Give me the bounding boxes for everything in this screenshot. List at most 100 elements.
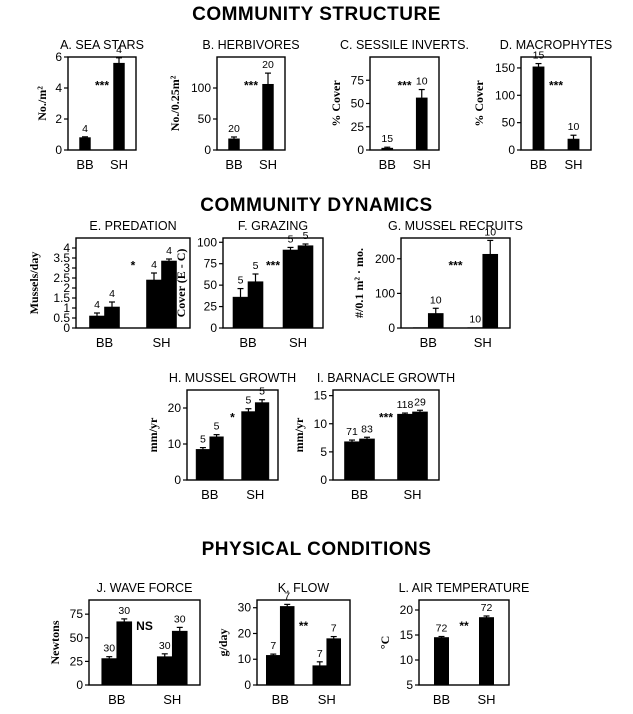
panel-e: E. PREDATION00.511.522.533.54Mussels/day… bbox=[27, 219, 191, 350]
category-label: SH bbox=[259, 157, 277, 172]
y-tick-label: 4 bbox=[63, 241, 70, 255]
y-tick-label: 100 bbox=[375, 286, 395, 300]
sample-size-label: 72 bbox=[481, 602, 493, 614]
y-tick-label: 10 bbox=[168, 437, 182, 451]
y-tick-label: 20 bbox=[168, 401, 182, 415]
y-tick-label: 0 bbox=[55, 143, 62, 157]
bar bbox=[209, 436, 224, 481]
significance-marker: * bbox=[131, 259, 136, 273]
bar bbox=[567, 138, 580, 151]
panel-title: C. SESSILE INVERTS. bbox=[340, 38, 469, 52]
sample-size-label: 30 bbox=[174, 613, 186, 625]
sample-size-label: 30 bbox=[118, 605, 130, 617]
sample-size-label: 4 bbox=[166, 245, 172, 257]
bar bbox=[279, 606, 295, 686]
category-label: BB bbox=[96, 335, 113, 350]
panel-title: J. WAVE FORCE bbox=[97, 581, 193, 595]
sample-size-label: 4 bbox=[109, 288, 115, 300]
sample-size-label: 71 bbox=[346, 426, 358, 438]
y-tick-label: 10 bbox=[314, 417, 328, 431]
y-axis-label: mm/yr bbox=[146, 417, 160, 452]
category-label: BB bbox=[530, 157, 547, 172]
sample-size-label: 5 bbox=[200, 434, 206, 446]
y-tick-label: 6 bbox=[55, 50, 62, 64]
bar bbox=[265, 655, 281, 686]
category-label: BB bbox=[225, 157, 242, 172]
sample-size-label: 10 bbox=[469, 314, 481, 326]
sample-size-label: 5 bbox=[238, 275, 244, 287]
bar bbox=[254, 402, 270, 481]
sample-size-label: 7 bbox=[284, 590, 290, 602]
plot-frame bbox=[418, 599, 510, 686]
sample-size-label: 29 bbox=[414, 396, 426, 408]
bar bbox=[326, 638, 341, 686]
y-tick-label: 0 bbox=[63, 321, 70, 335]
panel-title: G. MUSSEL RECRUITS bbox=[388, 219, 523, 233]
bar bbox=[415, 97, 428, 151]
sample-size-label: 4 bbox=[116, 44, 122, 56]
plot-frame bbox=[67, 56, 137, 151]
y-tick-label: 75 bbox=[204, 257, 218, 271]
sample-size-label: 5 bbox=[303, 230, 309, 242]
bar bbox=[282, 249, 299, 329]
panel-j: J. WAVE FORCE 0 25 50 75 Newtons BB 30 30 SH 30 30 N… bbox=[48, 581, 201, 707]
panel-title: I. BARNACLE GROWTH bbox=[317, 371, 455, 385]
bar bbox=[247, 281, 264, 329]
bar bbox=[262, 83, 274, 151]
y-tick-label: 100 bbox=[191, 81, 211, 95]
significance-marker: * bbox=[230, 411, 235, 425]
panel-c: C. SESSILE INVERTS. 0 25 50 75 % Cover BB 15 SH 1… bbox=[329, 38, 469, 172]
bar bbox=[195, 449, 211, 481]
y-tick-label: 150 bbox=[495, 61, 515, 75]
y-tick-label: 2 bbox=[63, 281, 70, 295]
y-tick-label: 50 bbox=[204, 278, 218, 292]
sample-size-label: 5 bbox=[288, 233, 294, 245]
plot-frame bbox=[369, 56, 440, 151]
bar bbox=[228, 138, 240, 151]
y-tick-label: 15 bbox=[314, 389, 328, 403]
category-label: SH bbox=[477, 692, 495, 707]
panel-title: H. MUSSEL GROWTH bbox=[169, 371, 296, 385]
category-label: SH bbox=[289, 335, 307, 350]
y-tick-label: 10 bbox=[238, 652, 252, 666]
sample-size-label: 118 bbox=[397, 399, 414, 411]
bar bbox=[101, 658, 118, 686]
y-tick-label: 30 bbox=[238, 601, 252, 615]
y-axis-label: °C bbox=[378, 636, 392, 649]
y-tick-label: 25 bbox=[351, 120, 365, 134]
bar bbox=[381, 147, 394, 151]
section-title-dynamics: COMMUNITY DYNAMICS bbox=[200, 195, 433, 216]
plot-frame bbox=[256, 599, 351, 686]
panel-title: A. SEA STARS bbox=[60, 38, 144, 52]
y-tick-label: 4 bbox=[55, 81, 62, 95]
y-axis-label: % Cover bbox=[472, 80, 486, 127]
y-tick-label: 0 bbox=[204, 143, 211, 157]
sample-size-label: 10 bbox=[484, 226, 496, 238]
category-label: BB bbox=[201, 487, 218, 502]
y-axis-label: #/0.1 m² · mo. bbox=[352, 248, 366, 318]
bar bbox=[412, 411, 428, 481]
y-tick-label: 1 bbox=[63, 301, 70, 315]
y-tick-label: 50 bbox=[70, 631, 84, 645]
significance-marker: *** bbox=[244, 79, 258, 93]
y-tick-label: 0.5 bbox=[53, 311, 70, 325]
category-label: BB bbox=[108, 692, 125, 707]
bar bbox=[478, 617, 494, 686]
y-tick-label: 5 bbox=[406, 678, 413, 692]
y-axis-label: Newtons bbox=[48, 620, 62, 664]
panel-title: L. AIR TEMPERATURE bbox=[399, 581, 530, 595]
sample-size-label: 5 bbox=[246, 395, 252, 407]
panel-b: B. HERBIVORES 0 50 100 No./0.25m² BB 20 SH 20 *** bbox=[168, 38, 300, 172]
category-label: BB bbox=[379, 157, 396, 172]
bar bbox=[232, 296, 249, 329]
significance-marker: *** bbox=[95, 79, 109, 93]
significance-marker: *** bbox=[379, 411, 393, 425]
sample-size-label: 72 bbox=[436, 623, 448, 635]
sample-size-label: 10 bbox=[568, 121, 580, 133]
bar bbox=[359, 438, 375, 481]
sample-size-label: 15 bbox=[533, 50, 545, 62]
category-label: BB bbox=[420, 335, 437, 350]
y-tick-label: 20 bbox=[400, 603, 414, 617]
